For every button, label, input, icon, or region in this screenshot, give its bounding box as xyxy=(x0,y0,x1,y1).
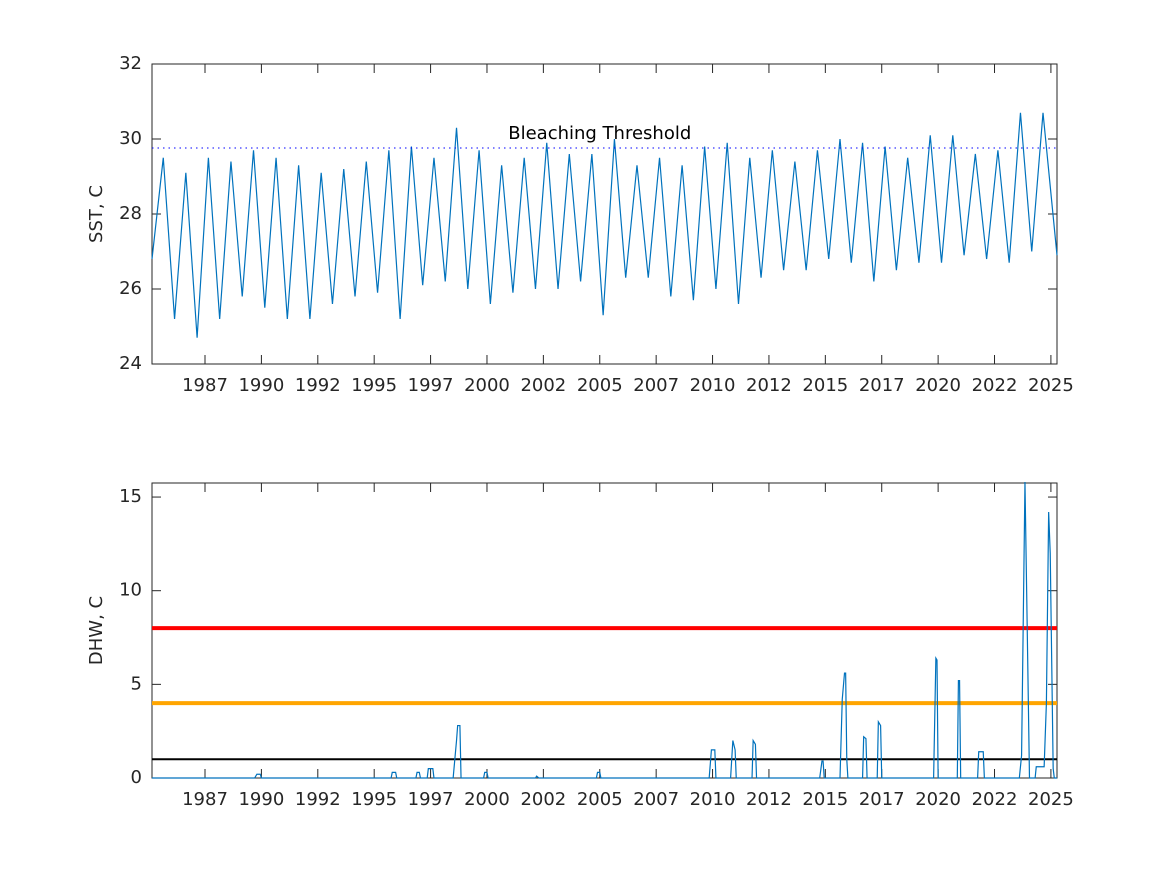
plot-area xyxy=(151,482,1058,779)
x-tick-label: 2015 xyxy=(802,789,848,810)
x-tick-label: 2012 xyxy=(746,375,792,396)
x-tick-label: 2022 xyxy=(972,789,1018,810)
x-tick-label: 2020 xyxy=(915,375,961,396)
x-tick-label: 2017 xyxy=(859,789,905,810)
x-tick-label: 2007 xyxy=(633,789,679,810)
x-tick-label: 1997 xyxy=(408,789,454,810)
y-tick-label: 28 xyxy=(119,203,142,224)
panel: 0 5 10 15 1987 1990 1992 1995 1997 2000 2002 2005 20… xyxy=(86,482,1074,810)
x-tick-label: 2012 xyxy=(746,789,792,810)
y-tick-label: 30 xyxy=(119,128,142,149)
x-tick-label: 1990 xyxy=(238,375,284,396)
x-tick-label: 1995 xyxy=(351,375,397,396)
x-tick-label: 2000 xyxy=(464,375,510,396)
x-tick-label: 2020 xyxy=(915,789,961,810)
x-tick-label: 1997 xyxy=(408,375,454,396)
x-tick-label: 2005 xyxy=(577,375,623,396)
x-tick-label: 2025 xyxy=(1028,789,1074,810)
y-tick-label: 0 xyxy=(131,767,142,788)
x-tick-label: 2005 xyxy=(577,789,623,810)
x-tick-label: 2002 xyxy=(520,375,566,396)
x-tick-label: 1990 xyxy=(238,789,284,810)
y-tick-label: 10 xyxy=(119,580,142,601)
y-tick-label: 5 xyxy=(131,673,142,694)
panel: 24 26 28 30 32 1987 1990 1992 1995 1997 2000 2002 20… xyxy=(86,53,1074,396)
x-tick-label: 2015 xyxy=(802,375,848,396)
y-tick-label: 15 xyxy=(119,486,142,507)
x-tick-label: 1992 xyxy=(295,375,341,396)
y-tick-label: 26 xyxy=(119,278,142,299)
data-line xyxy=(152,482,1057,779)
y-axis-label: SST, C xyxy=(86,185,107,243)
y-tick-label: 32 xyxy=(119,53,142,74)
plot-area xyxy=(151,63,1058,365)
data-line xyxy=(151,112,1058,338)
y-axis-label: DHW, C xyxy=(86,596,107,665)
x-tick-label: 2025 xyxy=(1028,375,1074,396)
x-tick-label: 2022 xyxy=(972,375,1018,396)
x-tick-label: 1987 xyxy=(182,375,228,396)
x-tick-label: 2010 xyxy=(690,375,736,396)
x-tick-label: 2007 xyxy=(633,375,679,396)
x-tick-label: 2002 xyxy=(520,789,566,810)
x-tick-label: 2000 xyxy=(464,789,510,810)
x-tick-label: 1995 xyxy=(351,789,397,810)
x-tick-label: 1992 xyxy=(295,789,341,810)
x-tick-label: 2010 xyxy=(690,789,736,810)
annotation: Bleaching Threshold xyxy=(508,123,691,144)
x-tick-label: 1987 xyxy=(182,789,228,810)
x-tick-label: 2017 xyxy=(859,375,905,396)
y-tick-label: 24 xyxy=(119,353,142,374)
